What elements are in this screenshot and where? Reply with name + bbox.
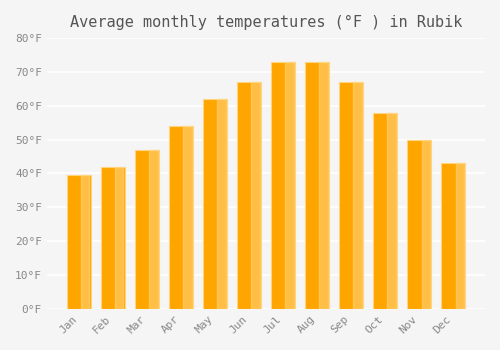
Bar [407, 140, 431, 309]
Bar [305, 62, 329, 309]
Bar [373, 113, 397, 309]
Bar [388, 113, 396, 309]
Title: Average monthly temperatures (°F ) in Rubik: Average monthly temperatures (°F ) in Ru… [70, 15, 462, 30]
Bar [271, 62, 295, 309]
Bar [149, 150, 158, 309]
Bar [354, 82, 362, 309]
Bar [183, 126, 192, 309]
Bar [286, 62, 294, 309]
Bar [81, 175, 90, 309]
Bar [320, 62, 328, 309]
Bar [217, 99, 226, 309]
Bar [101, 167, 124, 309]
Bar [203, 99, 227, 309]
Bar [339, 82, 363, 309]
Bar [442, 163, 465, 309]
Bar [237, 82, 261, 309]
Bar [422, 140, 430, 309]
Bar [252, 82, 260, 309]
Bar [456, 163, 464, 309]
Bar [67, 175, 90, 309]
Bar [169, 126, 192, 309]
Bar [135, 150, 158, 309]
Bar [115, 167, 124, 309]
